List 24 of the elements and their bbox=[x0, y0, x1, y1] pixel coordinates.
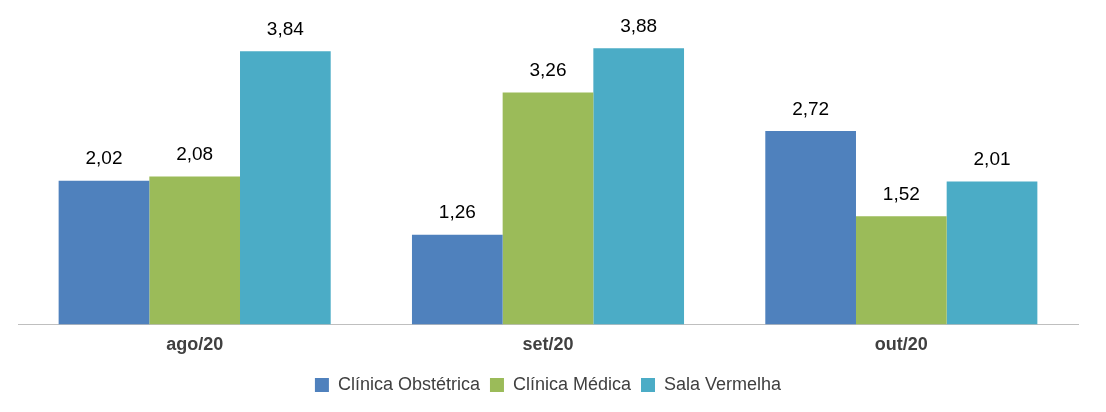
bar bbox=[411, 234, 503, 325]
data-label: 3,84 bbox=[266, 17, 305, 39]
bar bbox=[593, 48, 685, 325]
data-label: 1,52 bbox=[882, 183, 920, 204]
bar bbox=[502, 92, 594, 325]
bar bbox=[946, 181, 1038, 325]
x-tick-label: out/20 bbox=[874, 334, 928, 355]
data-label: 2,08 bbox=[176, 143, 214, 165]
bar bbox=[765, 130, 856, 325]
data-label: 3,26 bbox=[529, 59, 567, 81]
data-label: 2,01 bbox=[973, 148, 1011, 170]
legend-label: Sala Vermelha bbox=[664, 373, 783, 394]
x-tick-label: ago/20 bbox=[166, 334, 224, 355]
x-tick-label: set/20 bbox=[522, 334, 574, 355]
data-label: 2,72 bbox=[792, 97, 830, 119]
data-label: 3,88 bbox=[620, 15, 658, 37]
bar bbox=[855, 216, 947, 325]
data-label: 2,02 bbox=[85, 147, 123, 169]
legend-label: Clínica Obstétrica bbox=[337, 373, 481, 394]
bar bbox=[149, 176, 241, 325]
bar bbox=[58, 180, 150, 325]
bar bbox=[240, 51, 331, 325]
data-label: 1,26 bbox=[438, 201, 476, 223]
legend-label: Clínica Médica bbox=[512, 373, 632, 394]
